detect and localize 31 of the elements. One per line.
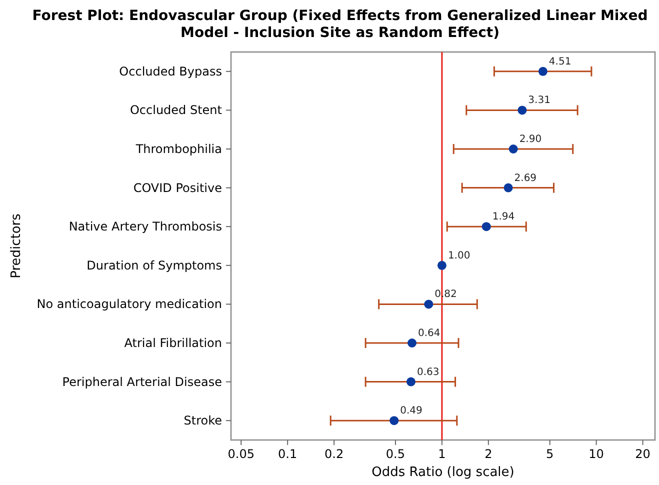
data-label: 4.51 (548, 56, 572, 68)
x-tick-label: 0.1 (278, 447, 298, 461)
x-tick-label: 5 (546, 447, 554, 461)
y-tick-label: Stroke (184, 414, 222, 428)
y-tick-label: Native Artery Thrombosis (68, 220, 222, 234)
y-tick-label: COVID Positive (133, 180, 222, 195)
data-label: 2.69 (514, 172, 537, 184)
x-tick-label: 20 (635, 447, 650, 461)
y-tick-label: No anticoagulatory medication (36, 297, 222, 312)
data-label: 1.00 (448, 250, 470, 262)
y-tick-label: Thrombophilia (134, 142, 222, 156)
x-tick-label: 2 (484, 447, 492, 461)
y-tick-label: Peripheral Arterial Disease (62, 374, 222, 389)
y-tick-label: Occluded Bypass (119, 64, 222, 78)
data-label: 2.90 (519, 134, 542, 145)
data-label: 0.63 (416, 366, 440, 378)
x-tick-label: 0.05 (228, 447, 254, 461)
data-label: 0.49 (400, 406, 422, 417)
chart-title: Forest Plot: Endovascular Group (Fixed Effects from Generalized Linear Mixed Model - Inclusion Site as Random Effect) (32, 8, 648, 41)
x-tick-label: 0.2 (324, 447, 344, 461)
x-tick-label: 1 (438, 447, 446, 461)
y-tick-label: Occluded Stent (130, 103, 222, 118)
y-tick-label: Duration of Symptoms (86, 258, 222, 272)
data-label: 3.31 (528, 95, 550, 106)
x-axis-title: Odds Ratio (log scale) (372, 465, 514, 480)
y-tick-label: Atrial Fibrillation (124, 336, 222, 350)
x-tick-label: 10 (588, 447, 604, 461)
data-label: 1.94 (492, 212, 515, 223)
y-axis-title: Predictors (9, 213, 24, 278)
data-label: 0.64 (418, 328, 440, 339)
x-tick-label: 0.5 (386, 447, 406, 461)
